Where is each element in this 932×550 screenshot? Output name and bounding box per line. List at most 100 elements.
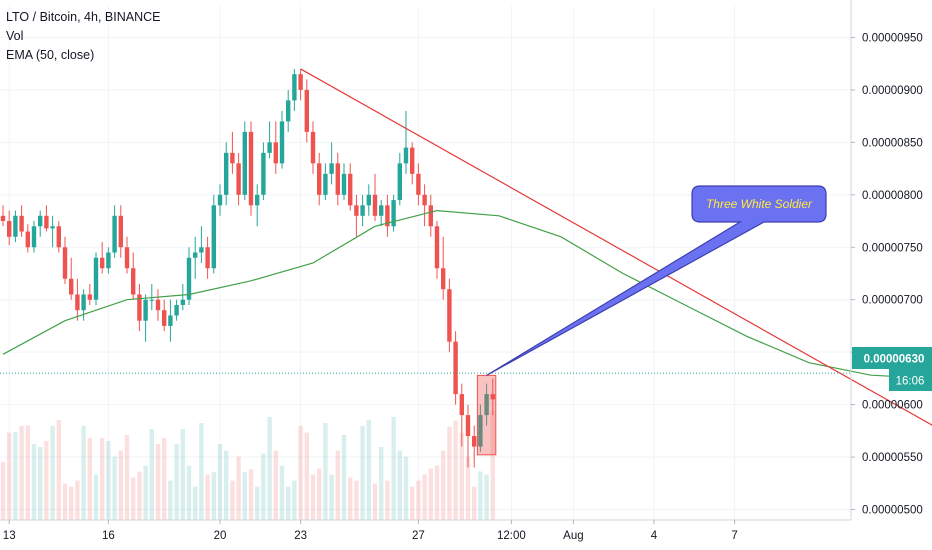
- candle-body: [62, 247, 68, 279]
- volume-bar: [341, 435, 347, 520]
- ema-indicator-label[interactable]: EMA (50, close): [6, 48, 95, 62]
- candle-body: [354, 205, 359, 216]
- volume-bar: [193, 486, 198, 520]
- candle-body: [124, 247, 130, 269]
- volume-bar: [465, 456, 471, 520]
- volume-bar: [304, 432, 309, 520]
- candle-body: [137, 294, 142, 321]
- candle-body: [459, 394, 464, 416]
- chart-grid: [0, 6, 851, 520]
- candle-body: [149, 299, 154, 301]
- callout-bubble: [486, 185, 827, 376]
- candle-body: [372, 194, 378, 216]
- volume-bar: [248, 469, 254, 520]
- candle-body: [31, 226, 37, 248]
- candle-body: [211, 205, 216, 269]
- volume-indicator-label[interactable]: Vol: [6, 29, 24, 43]
- volume-bar: [174, 444, 179, 520]
- y-tick-label: 0.00000900: [862, 85, 923, 97]
- volume-bar: [199, 423, 204, 520]
- candle-body: [434, 226, 440, 269]
- candle-body: [205, 247, 210, 269]
- volume-bar: [44, 441, 49, 520]
- candle-body: [310, 131, 316, 164]
- candle-body: [118, 215, 123, 248]
- volume-bar: [137, 471, 142, 520]
- candle-body: [19, 215, 24, 232]
- volume-bar: [211, 472, 216, 520]
- three-white-soldier-highlight[interactable]: [476, 374, 497, 456]
- y-axis[interactable]: 0.00000950 0.00000900 0.00000850 0.00000800…: [851, 32, 923, 517]
- candle-body: [50, 226, 55, 229]
- y-tick-label: 0.00000500: [862, 505, 923, 517]
- volume-bar: [292, 480, 297, 520]
- y-tick-label: 0.00000550: [862, 452, 923, 464]
- volume-bar: [255, 486, 260, 520]
- candle-body: [472, 436, 477, 447]
- volume-bar: [69, 486, 74, 520]
- candle-body: [180, 299, 185, 305]
- candle-body: [162, 310, 167, 326]
- volume-bar: [410, 486, 415, 520]
- candle-body: [403, 147, 409, 164]
- candle-body: [199, 247, 204, 253]
- volume-bar: [317, 468, 322, 520]
- volume-bar: [335, 450, 340, 520]
- x-axis[interactable]: 13 16 20 23 27 12:00 Aug 4 7: [3, 520, 738, 542]
- candle-body: [366, 194, 371, 206]
- volume-bar: [348, 477, 353, 520]
- trend-line[interactable]: [300, 68, 932, 426]
- candle-body: [453, 341, 458, 395]
- candle-body: [93, 257, 99, 300]
- candle-body: [112, 215, 117, 253]
- y-tick-label: 0.00000600: [862, 400, 923, 412]
- candle-body: [279, 121, 285, 164]
- candle-body: [155, 299, 161, 311]
- candle-body: [25, 231, 30, 248]
- callout[interactable]: Three White Soldier: [486, 185, 827, 376]
- volume-bar: [261, 453, 266, 520]
- volume-bar: [490, 411, 495, 520]
- symbol-title[interactable]: LTO / Bitcoin, 4h, BINANCE: [6, 10, 161, 24]
- candle-body: [323, 173, 328, 195]
- candle-body: [75, 294, 80, 311]
- candle-body: [441, 268, 446, 290]
- candle-body: [255, 194, 260, 206]
- candle-body: [292, 74, 297, 101]
- volume-bar: [236, 456, 241, 520]
- volume-bar: [298, 426, 303, 520]
- volume-bar: [447, 426, 452, 520]
- candle-body: [131, 268, 136, 295]
- volume-bar: [385, 480, 390, 520]
- candle-body: [385, 205, 390, 227]
- candle-body: [56, 226, 61, 248]
- volume-bar: [155, 444, 161, 520]
- candle-body: [410, 147, 415, 174]
- volume-bar: [279, 465, 285, 520]
- candle-body: [81, 294, 86, 311]
- volume-bar: [428, 468, 433, 520]
- x-tick-label: 12:00: [497, 530, 526, 542]
- candle-body: [416, 173, 421, 195]
- candle-body: [261, 152, 266, 195]
- countdown-label: 16:06: [896, 376, 925, 388]
- candle-body: [447, 289, 452, 342]
- volume-bar: [25, 425, 30, 520]
- volume-bar: [267, 417, 272, 520]
- candle-body: [335, 163, 340, 195]
- volume-bar: [441, 450, 446, 520]
- candle-body: [304, 89, 309, 132]
- candle-body: [168, 315, 173, 326]
- volume-bar: [124, 435, 130, 520]
- volume-bar: [149, 429, 154, 520]
- candle-body: [193, 252, 198, 258]
- x-tick-label: 27: [412, 530, 425, 542]
- volume-bar: [329, 474, 334, 520]
- volume-bar: [19, 426, 24, 520]
- volume-bar: [403, 456, 409, 520]
- candle-body: [329, 163, 334, 174]
- candle-body: [348, 173, 353, 206]
- volume-bar: [186, 465, 192, 520]
- x-tick-label: 20: [214, 530, 227, 542]
